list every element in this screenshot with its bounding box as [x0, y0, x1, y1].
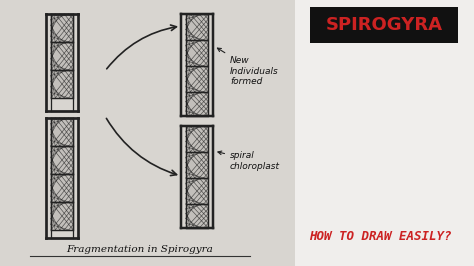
- Bar: [51, 70, 73, 98]
- Text: New
Individuals
formed: New Individuals formed: [218, 48, 279, 86]
- Bar: [186, 92, 208, 116]
- Text: Fragmentation in Spirogyra: Fragmentation in Spirogyra: [67, 245, 213, 254]
- Bar: [186, 152, 208, 178]
- Bar: [186, 126, 208, 152]
- Bar: [186, 40, 208, 66]
- Bar: [51, 202, 73, 230]
- Bar: [295, 0, 474, 266]
- Bar: [186, 66, 208, 92]
- Bar: [310, 7, 458, 43]
- Bar: [186, 126, 208, 152]
- Bar: [186, 14, 208, 40]
- Bar: [186, 40, 208, 66]
- Bar: [51, 42, 73, 70]
- Bar: [51, 14, 73, 42]
- Bar: [51, 14, 73, 42]
- Text: SPIROGYRA: SPIROGYRA: [326, 16, 443, 34]
- Bar: [186, 66, 208, 92]
- Bar: [51, 146, 73, 174]
- Bar: [51, 174, 73, 202]
- Text: spiral
chloroplast: spiral chloroplast: [218, 151, 280, 171]
- Bar: [186, 204, 208, 228]
- Bar: [51, 70, 73, 98]
- Bar: [51, 118, 73, 146]
- Bar: [186, 178, 208, 204]
- Bar: [0, 0, 295, 266]
- Bar: [51, 146, 73, 174]
- Bar: [51, 202, 73, 230]
- Bar: [51, 118, 73, 146]
- Bar: [186, 204, 208, 228]
- Bar: [51, 174, 73, 202]
- Text: HOW TO DRAW EASILY?: HOW TO DRAW EASILY?: [309, 230, 451, 243]
- Bar: [186, 14, 208, 40]
- Bar: [186, 92, 208, 116]
- Bar: [186, 178, 208, 204]
- Bar: [51, 42, 73, 70]
- Bar: [186, 152, 208, 178]
